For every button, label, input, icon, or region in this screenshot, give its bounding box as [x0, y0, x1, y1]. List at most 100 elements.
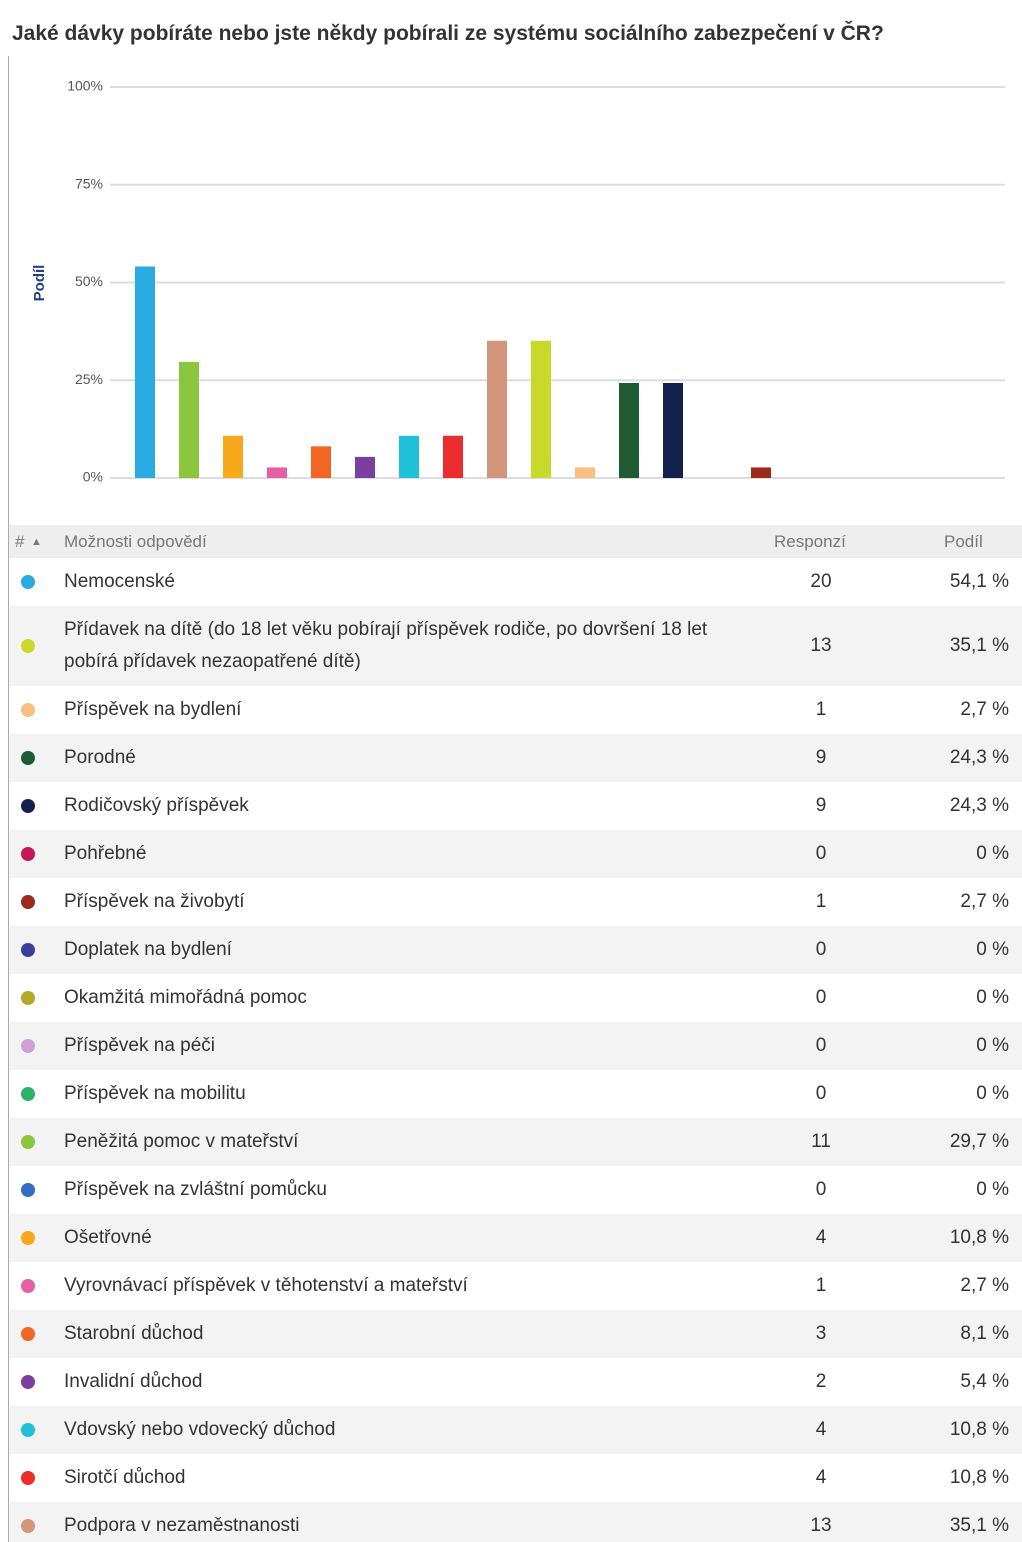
bar — [751, 467, 771, 478]
header-share: Podíl — [944, 531, 983, 551]
legend-dot — [21, 1231, 35, 1245]
table-header: # ▲ Možnosti odpovědí Responzí Podíl — [9, 525, 1022, 558]
bar — [575, 467, 595, 478]
share: 0 % — [976, 843, 1009, 864]
bar — [443, 435, 463, 478]
legend-dot — [21, 1279, 35, 1293]
table-row: Přídavek na dítě (do 18 let věku pobíraj… — [9, 606, 1022, 686]
option-label: Doplatek na bydlení — [64, 939, 232, 960]
share: 2,7 % — [960, 1275, 1009, 1296]
option-label: Nemocenské — [64, 571, 175, 592]
y-tick-label: 100% — [67, 78, 103, 94]
table-row: Příspěvek na péči 0 0 % — [9, 1022, 1022, 1070]
title: Jaké dávky pobíráte nebo jste někdy pobí… — [12, 22, 884, 45]
responses: 2 — [815, 1371, 827, 1392]
sort-icon[interactable]: ▲ — [31, 535, 42, 548]
legend-dot — [21, 1135, 35, 1149]
legend-dot — [21, 751, 35, 765]
y-axis-label: Podíl — [31, 265, 48, 302]
responses: 9 — [815, 747, 827, 768]
legend-dot — [21, 703, 35, 717]
option-label: Příspěvek na mobilitu — [64, 1083, 246, 1104]
bar — [399, 435, 419, 478]
responses: 13 — [810, 1515, 832, 1536]
share: 0 % — [976, 939, 1009, 960]
bar — [135, 266, 155, 478]
table-row: Sirotčí důchod 4 10,8 % — [9, 1454, 1022, 1502]
table-row: Příspěvek na mobilitu 0 0 % — [9, 1070, 1022, 1118]
share: 2,7 % — [960, 891, 1009, 912]
share: 29,7 % — [949, 1131, 1009, 1152]
responses: 0 — [815, 843, 827, 864]
share: 24,3 % — [949, 795, 1009, 816]
table-row: Vdovský nebo vdovecký důchod 4 10,8 % — [9, 1406, 1022, 1454]
share: 0 % — [976, 987, 1009, 1008]
option-label: Příspěvek na zvláštní pomůcku — [64, 1179, 327, 1200]
legend-dot — [21, 1375, 35, 1389]
share: 10,8 % — [949, 1467, 1009, 1488]
bar — [663, 382, 683, 478]
legend-dot — [21, 1087, 35, 1101]
table-row: Ošetřovné 4 10,8 % — [9, 1214, 1022, 1262]
share: 5,4 % — [960, 1371, 1009, 1392]
header-option: Možnosti odpovědí — [64, 531, 207, 551]
table-row: Doplatek na bydlení 0 0 % — [9, 926, 1022, 974]
table-row: Podpora v nezaměstnanosti 13 35,1 % — [9, 1502, 1022, 1542]
legend-dot — [21, 1183, 35, 1197]
legend-dot — [21, 991, 35, 1005]
responses: 4 — [815, 1419, 827, 1440]
header-index[interactable]: # — [15, 531, 25, 551]
legend-dot — [21, 1519, 35, 1533]
bar — [487, 340, 507, 478]
bar — [619, 382, 639, 478]
y-tick-label: 25% — [75, 371, 103, 387]
option-label: Pohřebné — [64, 843, 147, 864]
bar — [267, 467, 287, 478]
responses: 0 — [815, 1035, 827, 1056]
responses: 13 — [810, 635, 832, 656]
option-label: Příspěvek na péči — [64, 1035, 216, 1056]
share: 8,1 % — [960, 1323, 1009, 1344]
table-row: Vyrovnávací příspěvek v těhotenství a ma… — [9, 1262, 1022, 1310]
y-tick-label: 0% — [83, 469, 103, 485]
table-row: Porodné 9 24,3 % — [9, 734, 1022, 782]
responses: 11 — [811, 1131, 831, 1152]
table-row: Nemocenské 20 54,1 % — [9, 558, 1022, 606]
bar — [223, 435, 243, 478]
option-label: Přídavek na dítě (do 18 let věku pobíraj… — [64, 619, 708, 672]
legend-dot — [21, 575, 35, 589]
responses: 4 — [815, 1227, 827, 1248]
option-label: Podpora v nezaměstnanosti — [64, 1515, 300, 1536]
option-label: Porodné — [64, 747, 136, 768]
table-row: Invalidní důchod 2 5,4 % — [9, 1358, 1022, 1406]
legend-dot — [21, 1423, 35, 1437]
responses: 4 — [815, 1467, 827, 1488]
legend-dot — [21, 1327, 35, 1341]
responses: 0 — [815, 1179, 827, 1200]
legend-dot — [21, 847, 35, 861]
table-row: Příspěvek na zvláštní pomůcku 0 0 % — [9, 1166, 1022, 1214]
bar — [311, 446, 331, 478]
share: 0 % — [976, 1035, 1009, 1056]
legend-dot — [21, 639, 35, 653]
bar — [531, 340, 551, 478]
responses: 1 — [815, 891, 827, 912]
option-label: Starobní důchod — [64, 1323, 204, 1344]
share: 35,1 % — [949, 635, 1009, 656]
table-row: Příspěvek na živobytí 1 2,7 % — [9, 878, 1022, 926]
share: 0 % — [976, 1083, 1009, 1104]
y-tick-label: 75% — [75, 175, 103, 191]
responses: 1 — [815, 1275, 827, 1296]
table-row: Starobní důchod 3 8,1 % — [9, 1310, 1022, 1358]
left-border — [8, 56, 9, 1542]
option-label: Okamžitá mimořádná pomoc — [64, 987, 307, 1008]
responses: 20 — [810, 571, 832, 592]
option-label: Sirotčí důchod — [64, 1467, 186, 1488]
responses: 9 — [815, 795, 827, 816]
responses: 0 — [815, 939, 827, 960]
share: 24,3 % — [949, 747, 1009, 768]
bar — [179, 361, 199, 478]
table-row: Příspěvek na bydlení 1 2,7 % — [9, 686, 1022, 734]
chart: Podíl 0% 25% 50% 75% 100% — [31, 78, 1005, 485]
